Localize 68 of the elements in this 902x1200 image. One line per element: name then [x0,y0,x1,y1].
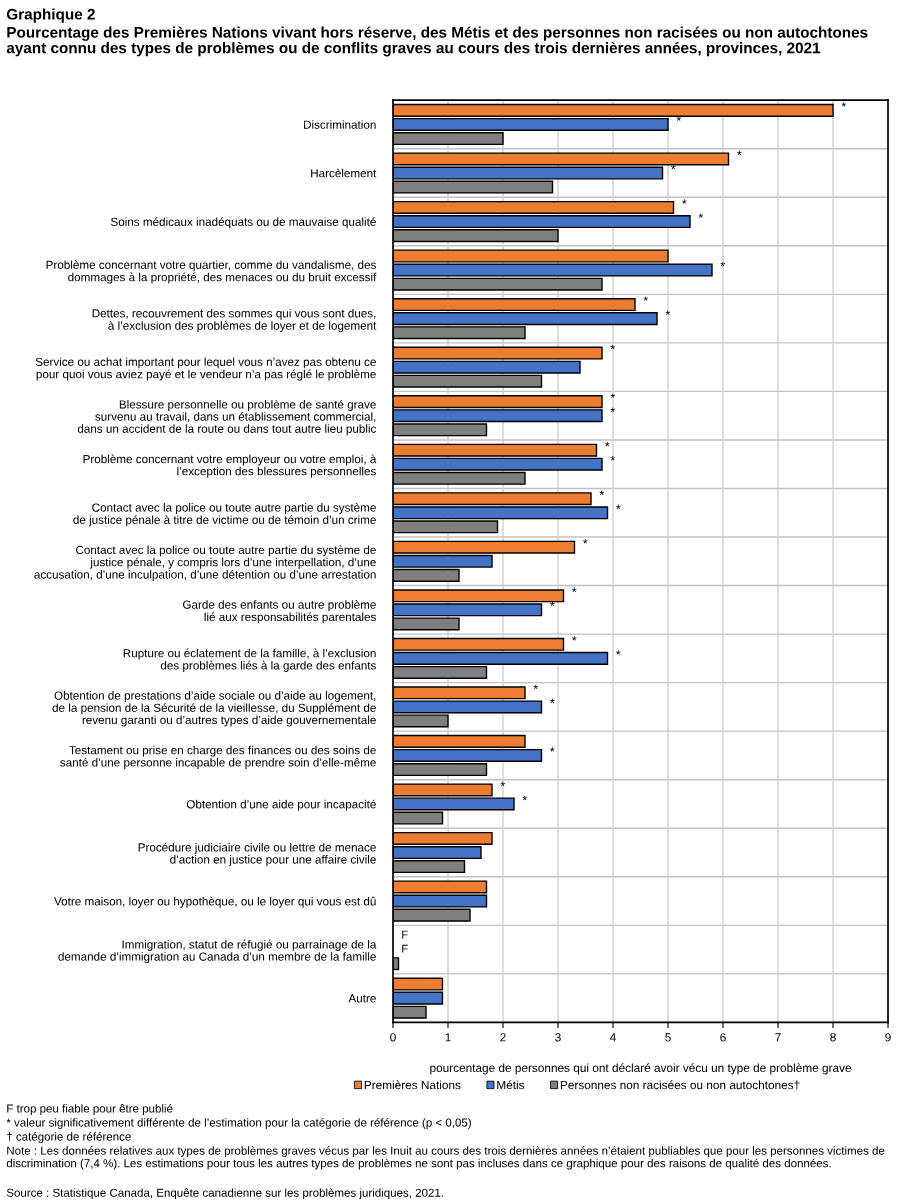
y-tick-label: Service ou achat important pour lequel vous n’avez pas obtenu ce pour quoi vous aviez payé et le vendeur n’a pas réglé le problème [35,357,376,381]
x-tick-label: 9 [885,1033,891,1042]
data-label: * [610,456,616,461]
x-tick-label: 4 [610,1033,616,1042]
data-label: * [583,539,588,544]
x-tick-label: 3 [555,1033,561,1042]
text: F [402,930,408,939]
data-label: * [737,150,742,156]
y-tick-label: Contact avec la police ou toute autre partie du système de justice pénale, y compris lors d’une interpellation, d’une accusation, d’une inculpation, d’une détention ou d’une arrestation [34,545,376,581]
y-tick-label: Contact avec la police ou toute autre partie du système de justice pénale à titre de victime ou de témoin d’un crime [73,502,376,527]
data-label: * [599,490,605,495]
data-label: * [500,781,506,787]
y-tick-label: Problème concernant votre quartier, comme du vandalisme, des dommages à la propriété, des menaces ou du bruit excessif [46,260,377,284]
x-tick-label: 2 [500,1033,506,1042]
x-tick-label: 0 [390,1033,396,1042]
data-label: * [572,587,577,592]
data-label: * [533,684,539,690]
text: * valeur significativement différente de l’estimation pour la catégorie de référence (p < 0,05) [6,1118,471,1129]
y-tick-label: Votre maison, loyer ou hypothèque, ou le loyer qui vous est dû [54,896,376,908]
data-label: * [610,344,616,350]
data-label: * [643,296,649,301]
data-label: * [605,442,610,447]
y-tick-label: Testament ou prise en charge des finances ou des soins de santé d’une personne incapable de prendre soin d’elle-même [60,745,376,769]
y-tick-label: Procédure judiciaire civile ou lettre de menace d’action en justice pour une affaire civile [138,842,376,866]
data-label: * [550,698,555,704]
legend-label: Personnes non racisées ou non autochtones† [560,1080,800,1090]
y-tick-label: Soins médicaux inadéquats ou de mauvaise qualité [110,217,376,229]
y-tick-label: Blessure personnelle ou problème de santé grave survenu au travail, dans un établissement commercial, dans un accident de la route ou dans tout autre lieu public [77,399,377,436]
text: Graphique 2 [6,8,95,23]
y-tick-label: Discrimination [304,120,376,129]
data-label: * [698,213,704,218]
y-tick-label: Dettes, recouvrement des sommes qui vous sont dues, à l’exclusion des problèmes de loyer et de logement [92,308,377,333]
data-label: * [671,164,676,170]
data-label: * [550,747,555,752]
text: F trop peu fiable pour être publié [7,1104,173,1115]
legend-label: Premières Nations [364,1080,461,1090]
chart-subtitle: Pourcentage des Premières Nations vivant hors réserve, des Métis et des personnes non racisées ou non autochtones ayant connu des types de problèmes ou de conflits graves au cours des trois dernières années, provinces, 2021 [6,26,868,57]
data-label: * [616,650,621,655]
data-label: * [676,116,682,121]
x-tick-label: 1 [445,1033,451,1042]
y-tick-label: Obtention d’une aide pour incapacité [186,799,376,811]
data-label: * [522,795,528,801]
x-tick-label: 5 [665,1033,671,1042]
data-label: * [665,310,671,315]
data-label: * [616,504,621,510]
data-label: * [610,393,616,398]
x-tick-label: 6 [720,1033,726,1042]
data-label: * [682,199,687,204]
x-tick-label: 7 [775,1033,781,1042]
y-tick-label: Obtention de prestations d’aide sociale ou d’aide au logement, de la pension de la Sécurité de la vieillesse, du Supplément de revenu garanti ou d’autres types d’aide gouvernementale [52,691,376,727]
text: Note : Les données relatives aux types de problèmes graves vécus par les Inuit au cours des trois dernières années n’étaient publiables que pour les personnes victimes de discrimination (7,4 %). Les estimations pour tous les autres types de problèmes ne sont pas incluses dans ce graphique pour des raisons de qualité des données. [6,1146,885,1170]
data-label: * [841,102,847,107]
data-label: * [610,407,616,412]
source-note: Source : Statistique Canada, Enquête canadienne sur les problèmes juridiques, 2021. [6,1188,443,1200]
y-tick-label: Immigration, statut de réfugié ou parrainage de la demande d’immigration au Canada d’un membre de la famille [58,939,377,964]
data-label: * [720,261,726,267]
x-axis-title: pourcentage de personnes qui ont déclaré avoir vécu un type de problème grave [430,1063,851,1075]
x-tick-label: 8 [830,1033,836,1042]
y-tick-label: Autre [348,994,376,1003]
y-tick-label: Garde des enfants ou autre problème lié aux responsabilités parentales [183,600,376,624]
data-label: * [572,636,577,641]
y-tick-label: Problème concernant votre employeur ou votre emploi, à l’exception des blessures personnelles [83,454,377,478]
data-label: * [550,601,555,607]
y-tick-label: Harcèlement [311,168,377,178]
text: F [402,944,408,953]
legend-label: Métis [497,1080,525,1090]
text: † catégorie de référence [7,1132,131,1143]
y-tick-label: Rupture ou éclatement de la famille, à l’exclusion des problèmes liés à la garde des enfants [123,648,376,672]
